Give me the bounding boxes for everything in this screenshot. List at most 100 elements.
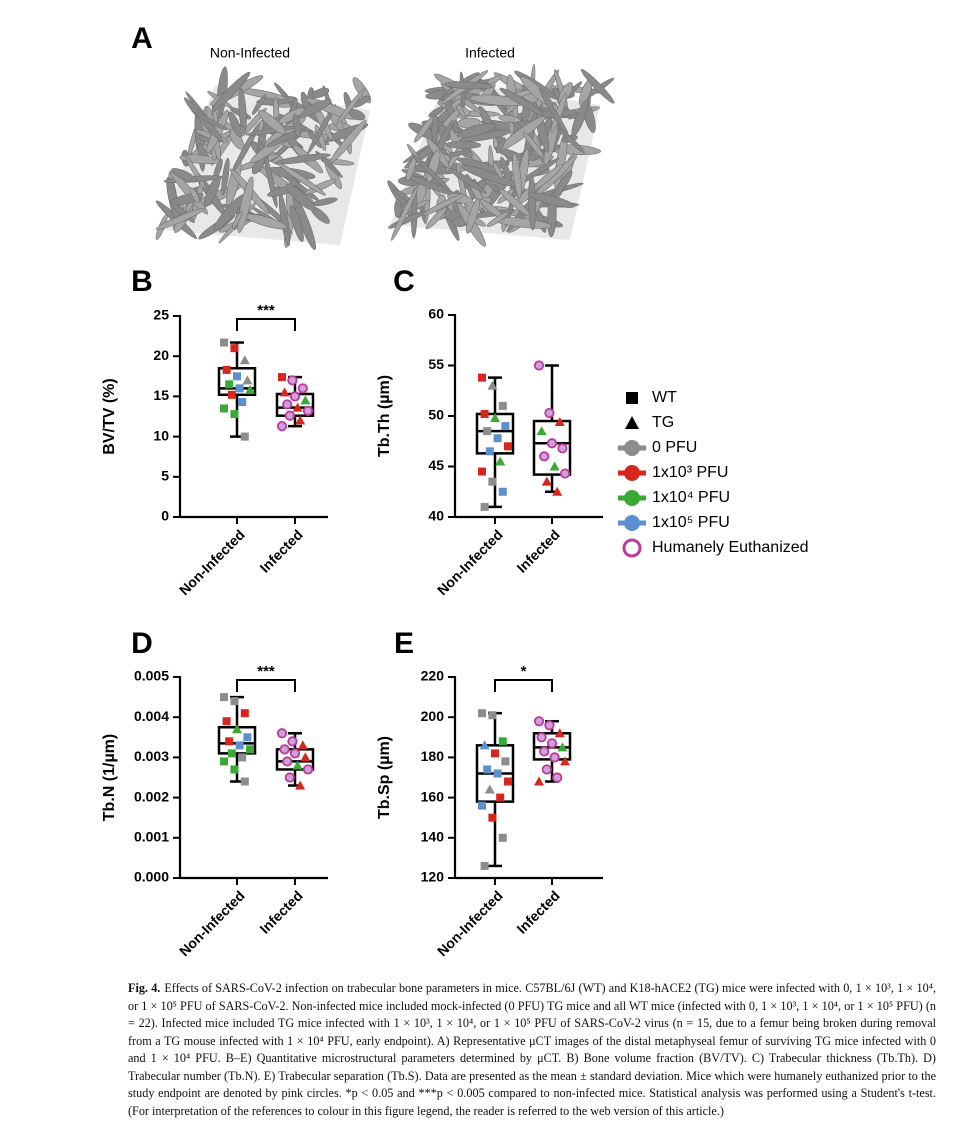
point <box>539 746 550 757</box>
trabecula <box>571 99 589 137</box>
point <box>279 387 290 397</box>
point <box>239 355 250 365</box>
legend-label: Humanely Euthanized <box>652 539 809 556</box>
point <box>227 390 236 399</box>
point <box>225 380 234 389</box>
panel-letter: D <box>131 627 153 660</box>
y-tick-label: 25 <box>153 307 169 323</box>
legend-swatch <box>622 538 642 558</box>
trabecula <box>275 153 331 165</box>
point <box>490 413 500 423</box>
x-tick-label: Non-Infected <box>176 887 248 959</box>
point <box>230 697 239 706</box>
trabecula <box>155 208 205 230</box>
point <box>488 711 497 720</box>
trabecula <box>499 87 545 116</box>
point <box>220 757 228 766</box>
point <box>536 426 547 436</box>
y-tick-label: 60 <box>428 306 444 322</box>
point <box>300 752 311 762</box>
point <box>282 399 293 410</box>
trabecula <box>498 114 521 123</box>
x-tick-label: Non-Infected <box>434 887 506 959</box>
point <box>485 447 494 456</box>
point <box>242 375 253 385</box>
point <box>235 741 244 750</box>
point <box>480 861 489 870</box>
point <box>478 467 486 476</box>
trabecula <box>231 211 243 229</box>
point <box>493 769 502 778</box>
point <box>220 338 228 347</box>
point <box>284 410 295 421</box>
point <box>559 468 571 479</box>
trabecula <box>311 87 330 99</box>
point <box>225 737 234 746</box>
trabecula <box>237 176 254 233</box>
y-axis-label: Tb.N (1/µm) <box>101 734 118 821</box>
trabecula <box>321 158 355 166</box>
y-tick-label: 0.002 <box>134 788 169 804</box>
y-tick-label: 200 <box>421 708 445 724</box>
y-tick-label: 0.001 <box>134 829 169 845</box>
significance-bar <box>236 679 296 692</box>
legend-label: TG <box>652 414 674 431</box>
y-tick-label: 0.000 <box>134 869 169 885</box>
point <box>230 765 239 774</box>
trabecula <box>443 81 494 90</box>
legend-swatch <box>624 490 640 506</box>
legend-label: WT <box>652 389 677 406</box>
point <box>552 486 563 496</box>
point <box>238 398 247 407</box>
point <box>546 738 558 749</box>
point <box>284 772 295 783</box>
point <box>544 407 555 419</box>
y-tick-label: 15 <box>153 387 169 403</box>
trabecula <box>522 131 545 159</box>
trabecula <box>580 68 615 104</box>
point <box>295 780 306 790</box>
point <box>300 395 311 405</box>
y-tick-label: 0.004 <box>134 708 169 724</box>
legend-swatch <box>625 416 639 429</box>
trabecula <box>289 205 304 243</box>
significance-bar <box>494 679 553 692</box>
figure: A Non-Infected Infected B BV/TV (%) 0 5 10 15… <box>101 22 809 959</box>
point <box>504 442 512 451</box>
point <box>554 728 565 738</box>
point <box>493 434 502 443</box>
point <box>240 709 249 718</box>
trabecula <box>512 152 522 199</box>
panel-letter: C <box>393 265 415 298</box>
point <box>287 736 298 747</box>
legend-label: 0 PFU <box>652 439 697 456</box>
legend-label: 1x10⁴ PFU <box>652 489 730 506</box>
trabecula <box>285 183 316 212</box>
point <box>495 456 506 466</box>
trabecula <box>258 110 286 135</box>
point <box>292 402 303 412</box>
point <box>539 451 550 462</box>
legend-label: 1x10³ PFU <box>652 464 728 481</box>
point <box>549 752 560 763</box>
y-tick-label: 20 <box>153 347 169 363</box>
point <box>536 732 547 743</box>
trabecula <box>499 188 531 217</box>
panel-letter: A <box>131 22 153 55</box>
point <box>287 375 298 386</box>
point <box>220 404 228 413</box>
significance-label: *** <box>257 302 275 319</box>
trabecula <box>189 187 200 204</box>
trabecula <box>557 127 585 154</box>
point <box>541 764 552 775</box>
trabecula <box>336 88 366 125</box>
x-tick-label: Infected <box>256 526 305 575</box>
y-tick-label: 0 <box>161 508 169 524</box>
panel-letter: E <box>394 627 414 660</box>
point <box>230 344 239 353</box>
point <box>246 745 254 754</box>
trabecula <box>390 186 419 241</box>
point <box>533 360 545 371</box>
trabecula <box>411 153 452 192</box>
caption-label: Fig. 4. <box>128 981 161 995</box>
